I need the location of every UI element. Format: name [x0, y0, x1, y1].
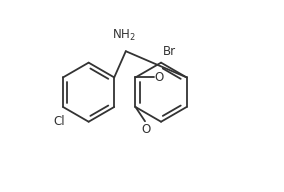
Text: Br: Br	[163, 45, 176, 58]
Text: Cl: Cl	[53, 115, 65, 128]
Text: O: O	[154, 71, 164, 84]
Text: O: O	[141, 123, 151, 136]
Text: NH$_2$: NH$_2$	[112, 27, 136, 43]
